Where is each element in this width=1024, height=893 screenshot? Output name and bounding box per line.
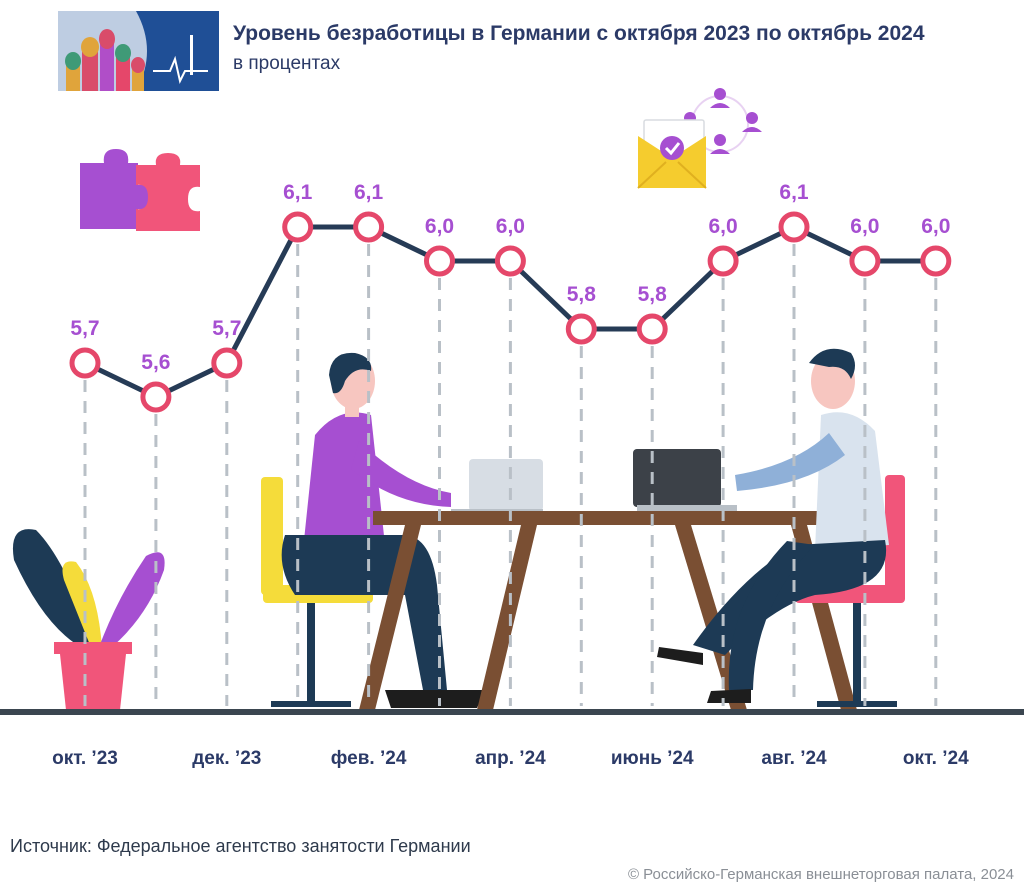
chamber-logo	[58, 11, 219, 91]
data-label: 5,7	[212, 317, 241, 340]
data-point	[424, 245, 455, 277]
data-point	[920, 245, 952, 277]
guide-lines	[83, 244, 938, 706]
data-label: 6,1	[779, 181, 809, 204]
chart-title: Уровень безработицы в Германии с октября…	[233, 22, 925, 45]
x-tick-label: апр. ’24	[475, 748, 546, 769]
data-label: 5,6	[141, 351, 170, 374]
data-point	[282, 211, 314, 243]
plant-illustration	[12, 529, 165, 710]
data-points	[69, 211, 952, 413]
data-point	[565, 313, 597, 345]
x-tick-label: окт. ’23	[52, 748, 118, 769]
data-label: 6,0	[708, 215, 737, 238]
data-point	[140, 381, 172, 413]
data-point	[707, 245, 739, 277]
data-label: 6,1	[354, 181, 384, 204]
data-label: 6,0	[425, 215, 454, 238]
mail-network-illustration	[637, 88, 762, 189]
x-axis-baseline	[0, 709, 1024, 715]
value-labels: 5,7 5,6 5,7 6,1 6,1 6,0 6,0 5,8 5,8 6,0 6,1 6,0 6,0	[70, 181, 950, 374]
data-point	[636, 313, 668, 345]
data-point	[849, 245, 881, 277]
data-label: 6,0	[850, 215, 879, 238]
x-tick-label: июнь ’24	[611, 748, 694, 769]
x-tick-label: окт. ’24	[903, 748, 969, 769]
data-label: 5,8	[638, 283, 668, 306]
x-axis-ticks: окт. ’23 дек. ’23 фев. ’24 апр. ’24 июнь ’24…	[52, 748, 969, 769]
puzzle-illustration	[80, 149, 200, 231]
data-label: 5,8	[567, 283, 597, 306]
x-tick-label: авг. ’24	[761, 748, 827, 769]
chart-subtitle: в процентах	[233, 53, 341, 74]
data-label: 6,0	[921, 215, 950, 238]
x-tick-label: фев. ’24	[331, 748, 407, 769]
data-point	[69, 347, 101, 379]
data-label: 5,7	[70, 317, 99, 340]
data-point	[494, 245, 526, 277]
data-point	[211, 347, 243, 379]
x-tick-label: дек. ’23	[192, 748, 261, 769]
people-at-table-illustration	[261, 348, 905, 710]
data-point	[353, 211, 385, 243]
copyright-note: © Российско-Германская внешнеторговая па…	[627, 866, 1014, 883]
data-label: 6,0	[496, 215, 525, 238]
source-note: Источник: Федеральное агентство занятост…	[10, 836, 471, 856]
data-point	[778, 211, 810, 243]
data-label: 6,1	[283, 181, 313, 204]
